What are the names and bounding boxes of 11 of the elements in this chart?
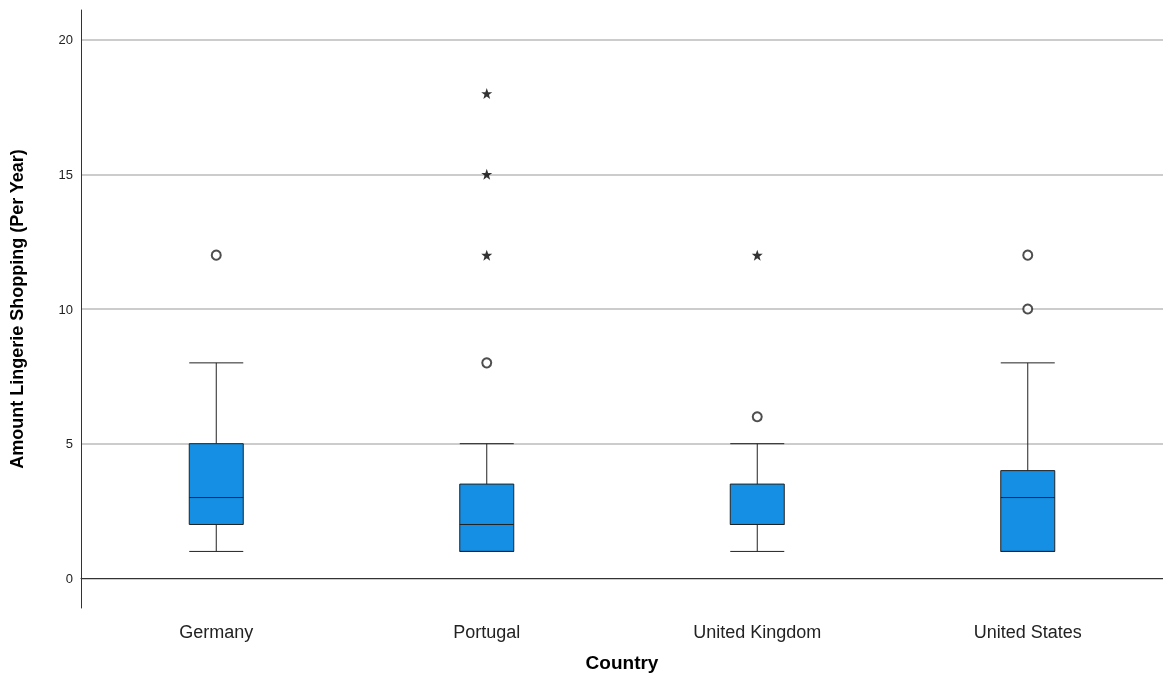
x-tick-label: Germany [179, 622, 254, 642]
y-tick-label: 15 [58, 166, 73, 182]
y-tick-label: 0 [65, 570, 73, 586]
y-tick-label: 20 [58, 32, 73, 48]
y-axis-title: Amount Lingerie Shopping (Per Year) [7, 149, 27, 469]
x-tick-label: United States [973, 622, 1082, 642]
x-tick-label: United Kingdom [693, 622, 822, 642]
y-tick-label: 10 [58, 301, 73, 317]
y-tick-label: 5 [65, 436, 73, 452]
x-tick-label: Portugal [453, 622, 521, 642]
x-axis-title: Country [585, 652, 659, 673]
